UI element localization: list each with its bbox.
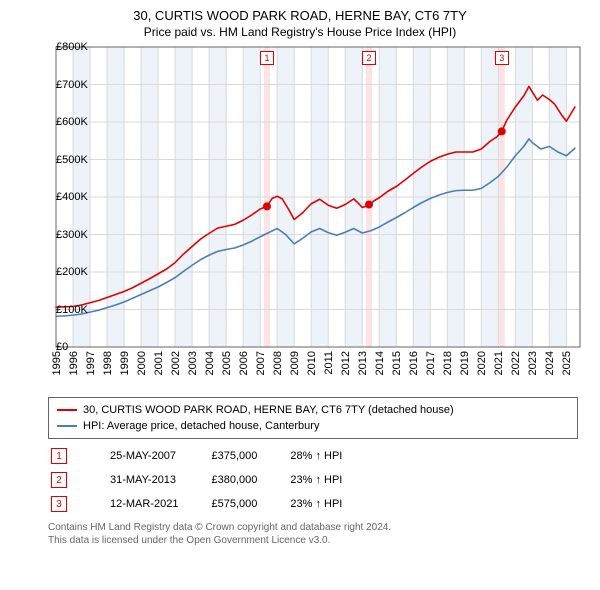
- sale-delta-1: 28% ↑ HPI: [289, 445, 372, 467]
- xtick-label: 2024: [542, 351, 556, 375]
- sale-badge-1: 1: [51, 448, 67, 464]
- sale-marker-badge: 3: [495, 51, 509, 65]
- legend-swatch-hpi: [57, 425, 77, 427]
- xtick-label: 2011: [321, 351, 335, 375]
- xtick-label: 2008: [270, 351, 284, 375]
- titles: 30, CURTIS WOOD PARK ROAD, HERNE BAY, CT…: [12, 8, 588, 39]
- sale-price-1: £375,000: [210, 445, 287, 467]
- sale-marker-badge: 1: [260, 51, 274, 65]
- xtick-label: 2025: [559, 351, 573, 375]
- xtick-label: 2014: [372, 351, 386, 375]
- legend-row-hpi: HPI: Average price, detached house, Cant…: [57, 418, 569, 434]
- xtick-label: 1999: [117, 351, 131, 375]
- xtick-label: 1997: [83, 351, 97, 375]
- sale-marker-badge: 2: [362, 51, 376, 65]
- ytick-label: £100K: [56, 304, 60, 316]
- sale-row-1: 1 25-MAY-2007 £375,000 28% ↑ HPI: [50, 445, 372, 467]
- xtick-label: 2005: [219, 351, 233, 375]
- sale-price-3: £575,000: [210, 493, 287, 515]
- chart-svg: [12, 41, 588, 391]
- sale-date-2: 31-MAY-2013: [109, 469, 208, 491]
- attribution: Contains HM Land Registry data © Crown c…: [48, 521, 588, 547]
- xtick-label: 2015: [389, 351, 403, 375]
- legend-row-property: 30, CURTIS WOOD PARK ROAD, HERNE BAY, CT…: [57, 402, 569, 418]
- xtick-label: 2023: [525, 351, 539, 375]
- xtick-label: 1995: [49, 351, 63, 375]
- chart-container: 30, CURTIS WOOD PARK ROAD, HERNE BAY, CT…: [0, 0, 600, 553]
- sale-date-3: 12-MAR-2021: [109, 493, 208, 515]
- xtick-label: 2021: [491, 351, 505, 375]
- legend-label-property: 30, CURTIS WOOD PARK ROAD, HERNE BAY, CT…: [83, 404, 454, 416]
- ytick-label: £800K: [56, 41, 60, 53]
- xtick-label: 2017: [423, 351, 437, 375]
- sale-date-1: 25-MAY-2007: [109, 445, 208, 467]
- xtick-label: 2004: [202, 351, 216, 375]
- xtick-label: 2001: [151, 351, 165, 375]
- sale-badge-2: 2: [51, 472, 67, 488]
- ytick-label: £500K: [56, 154, 60, 166]
- xtick-label: 2000: [134, 351, 148, 375]
- chart-area: £0£100K£200K£300K£400K£500K£600K£700K£80…: [12, 41, 588, 391]
- xtick-label: 2020: [474, 351, 488, 375]
- sales-table: 1 25-MAY-2007 £375,000 28% ↑ HPI 2 31-MA…: [48, 443, 374, 517]
- sale-delta-3: 23% ↑ HPI: [289, 493, 372, 515]
- xtick-label: 2016: [406, 351, 420, 375]
- ytick-label: £300K: [56, 229, 60, 241]
- xtick-label: 2012: [338, 351, 352, 375]
- legend: 30, CURTIS WOOD PARK ROAD, HERNE BAY, CT…: [48, 397, 578, 439]
- ytick-label: £600K: [56, 116, 60, 128]
- sale-delta-2: 23% ↑ HPI: [289, 469, 372, 491]
- sale-row-3: 3 12-MAR-2021 £575,000 23% ↑ HPI: [50, 493, 372, 515]
- xtick-label: 2003: [185, 351, 199, 375]
- legend-swatch-property: [57, 409, 77, 411]
- ytick-label: £700K: [56, 79, 60, 91]
- xtick-label: 2013: [355, 351, 369, 375]
- legend-label-hpi: HPI: Average price, detached house, Cant…: [83, 420, 319, 432]
- sale-row-2: 2 31-MAY-2013 £380,000 23% ↑ HPI: [50, 469, 372, 491]
- attribution-line2: This data is licensed under the Open Gov…: [48, 534, 588, 547]
- xtick-label: 1996: [66, 351, 80, 375]
- xtick-label: 2018: [440, 351, 454, 375]
- ytick-label: £400K: [56, 191, 60, 203]
- sale-price-2: £380,000: [210, 469, 287, 491]
- xtick-label: 2009: [287, 351, 301, 375]
- xtick-label: 1998: [100, 351, 114, 375]
- xtick-label: 2002: [168, 351, 182, 375]
- xtick-label: 2019: [457, 351, 471, 375]
- title-address: 30, CURTIS WOOD PARK ROAD, HERNE BAY, CT…: [12, 8, 588, 23]
- title-subtitle: Price paid vs. HM Land Registry's House …: [12, 25, 588, 39]
- xtick-label: 2006: [236, 351, 250, 375]
- ytick-label: £200K: [56, 266, 60, 278]
- xtick-label: 2022: [508, 351, 522, 375]
- xtick-label: 2007: [253, 351, 267, 375]
- xtick-label: 2010: [304, 351, 318, 375]
- sale-badge-3: 3: [51, 496, 67, 512]
- attribution-line1: Contains HM Land Registry data © Crown c…: [48, 521, 588, 534]
